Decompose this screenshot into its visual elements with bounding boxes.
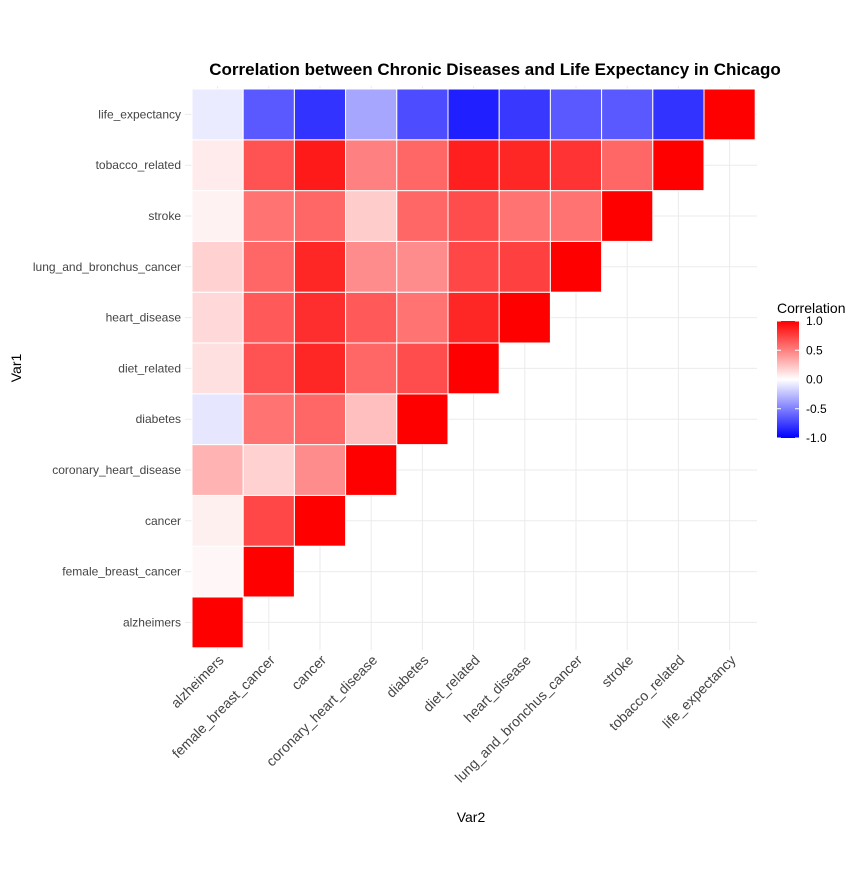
heatmap-cell-diet_related-diabetes xyxy=(396,342,449,395)
heatmap-cell-tobacco_related-female_breast_cancer xyxy=(242,139,295,192)
heatmap-cell-stroke-coronary_heart_disease xyxy=(345,190,398,242)
heatmap-cell-lung_and_bronchus_cancer-diet_related xyxy=(447,240,500,293)
heatmap-cell-tobacco_related-tobacco_related xyxy=(652,139,705,192)
heatmap-cell-diabetes-female_breast_cancer xyxy=(242,393,295,446)
y-tick-label: tobacco_related xyxy=(96,158,181,172)
heatmap-cell-cancer-alzheimers xyxy=(191,494,244,547)
heatmap-cell-life_expectancy-stroke xyxy=(601,88,654,141)
heatmap-cell-diet_related-diet_related xyxy=(447,342,500,395)
heatmap-cell-lung_and_bronchus_cancer-coronary_heart_disease xyxy=(345,240,398,293)
legend-tick-label: -0.5 xyxy=(806,402,827,416)
heatmap-cell-coronary_heart_disease-coronary_heart_disease xyxy=(345,444,398,496)
heatmap-cell-diet_related-alzheimers xyxy=(191,342,244,395)
heatmap-cell-cancer-female_breast_cancer xyxy=(242,494,295,547)
y-tick-label: cancer xyxy=(145,514,181,528)
y-tick-label: alzheimers xyxy=(123,615,181,629)
heatmap-cell-lung_and_bronchus_cancer-heart_disease xyxy=(498,240,551,293)
heatmap-cell-life_expectancy-tobacco_related xyxy=(652,88,705,141)
legend-tick-label: 0.0 xyxy=(806,373,823,387)
heatmap-cell-life_expectancy-alzheimers xyxy=(191,88,244,141)
heatmap-cell-tobacco_related-cancer xyxy=(293,139,347,192)
heatmap-cell-stroke-alzheimers xyxy=(191,190,244,242)
heatmap-cell-stroke-diet_related xyxy=(447,190,500,242)
heatmap-cell-tobacco_related-alzheimers xyxy=(191,139,244,192)
heatmap-cell-lung_and_bronchus_cancer-lung_and_bronchus_cancer xyxy=(549,240,603,293)
legend-tick-label: -1.0 xyxy=(806,431,827,445)
heatmap-cell-coronary_heart_disease-cancer xyxy=(293,444,347,496)
heatmap-cell-stroke-diabetes xyxy=(396,190,449,242)
heatmap-cell-lung_and_bronchus_cancer-female_breast_cancer xyxy=(242,240,295,293)
heatmap-cell-coronary_heart_disease-alzheimers xyxy=(191,444,244,496)
legend-tick-label: 0.5 xyxy=(806,343,823,357)
heatmap-cell-diabetes-alzheimers xyxy=(191,393,244,446)
heatmap-cell-heart_disease-heart_disease xyxy=(498,291,551,344)
x-tick-label: female_breast_cancer xyxy=(169,652,279,762)
heatmap-cell-diabetes-coronary_heart_disease xyxy=(345,393,398,446)
heatmap-cell-tobacco_related-stroke xyxy=(601,139,654,192)
heatmap-cell-diet_related-coronary_heart_disease xyxy=(345,342,398,395)
heatmap-cell-life_expectancy-female_breast_cancer xyxy=(242,88,295,141)
y-tick-label: life_expectancy xyxy=(98,107,181,121)
heatmap-cell-lung_and_bronchus_cancer-diabetes xyxy=(396,240,449,293)
heatmap-cell-heart_disease-coronary_heart_disease xyxy=(345,291,398,344)
y-tick-label: diabetes xyxy=(136,412,181,426)
y-tick-label: heart_disease xyxy=(106,311,182,325)
heatmap-cell-life_expectancy-coronary_heart_disease xyxy=(345,88,398,141)
heatmap-cell-female_breast_cancer-female_breast_cancer xyxy=(242,545,295,598)
legend: Correlation 1.0 0.5 0.0 -0.5 -1.0 xyxy=(777,300,845,445)
heatmap-cell-heart_disease-diabetes xyxy=(396,291,449,344)
heatmap-cell-cancer-cancer xyxy=(293,494,347,547)
x-tick-label: diabetes xyxy=(383,652,432,701)
y-tick-label: diet_related xyxy=(118,361,181,375)
heatmap-cell-coronary_heart_disease-female_breast_cancer xyxy=(242,444,295,496)
heatmap-cell-life_expectancy-life_expectancy xyxy=(703,88,756,141)
heatmap-cell-heart_disease-cancer xyxy=(293,291,347,344)
heatmap-cell-stroke-stroke xyxy=(601,190,654,242)
y-tick-label: coronary_heart_disease xyxy=(52,463,181,477)
y-axis-title: Var1 xyxy=(8,354,24,383)
heatmap-tiles xyxy=(191,88,756,649)
y-tick-label: lung_and_bronchus_cancer xyxy=(33,260,181,274)
y-tick-label: stroke xyxy=(148,209,181,223)
heatmap-cell-life_expectancy-diabetes xyxy=(396,88,449,141)
heatmap-cell-stroke-lung_and_bronchus_cancer xyxy=(549,190,603,242)
heatmap-cell-life_expectancy-cancer xyxy=(293,88,347,141)
heatmap-cell-heart_disease-alzheimers xyxy=(191,291,244,344)
legend-ticks: 1.0 0.5 0.0 -0.5 -1.0 xyxy=(777,314,827,445)
heatmap-cell-lung_and_bronchus_cancer-alzheimers xyxy=(191,240,244,293)
heatmap-cell-stroke-cancer xyxy=(293,190,347,242)
legend-colorbar xyxy=(777,321,799,438)
heatmap-cell-tobacco_related-lung_and_bronchus_cancer xyxy=(549,139,603,192)
heatmap-cell-tobacco_related-diabetes xyxy=(396,139,449,192)
heatmap-cell-female_breast_cancer-alzheimers xyxy=(191,545,244,598)
heatmap-cell-tobacco_related-diet_related xyxy=(447,139,500,192)
x-tick-label: stroke xyxy=(598,652,636,690)
heatmap-cell-stroke-heart_disease xyxy=(498,190,551,242)
heatmap-cell-life_expectancy-diet_related xyxy=(447,88,500,141)
heatmap-cell-diabetes-cancer xyxy=(293,393,347,446)
x-tick-label: cancer xyxy=(288,652,329,693)
y-tick-label: female_breast_cancer xyxy=(62,565,181,579)
heatmap-cell-lung_and_bronchus_cancer-cancer xyxy=(293,240,347,293)
chart-title: Correlation between Chronic Diseases and… xyxy=(209,60,781,79)
heatmap-cell-heart_disease-female_breast_cancer xyxy=(242,291,295,344)
heatmap-cell-life_expectancy-heart_disease xyxy=(498,88,551,141)
heatmap-cell-life_expectancy-lung_and_bronchus_cancer xyxy=(549,88,603,141)
heatmap-cell-diet_related-cancer xyxy=(293,342,347,395)
heatmap-cell-alzheimers-alzheimers xyxy=(191,596,244,649)
y-axis-tick-labels: alzheimers female_breast_cancer cancer coro… xyxy=(33,107,181,629)
heatmap-cell-heart_disease-diet_related xyxy=(447,291,500,344)
x-axis-title: Var2 xyxy=(457,809,486,825)
heatmap-cell-stroke-female_breast_cancer xyxy=(242,190,295,242)
heatmap-cell-tobacco_related-heart_disease xyxy=(498,139,551,192)
legend-title: Correlation xyxy=(777,300,845,316)
heatmap-cell-tobacco_related-coronary_heart_disease xyxy=(345,139,398,192)
heatmap-cell-diet_related-female_breast_cancer xyxy=(242,342,295,395)
heatmap-cell-diabetes-diabetes xyxy=(396,393,449,446)
legend-tick-label: 1.0 xyxy=(806,314,823,328)
